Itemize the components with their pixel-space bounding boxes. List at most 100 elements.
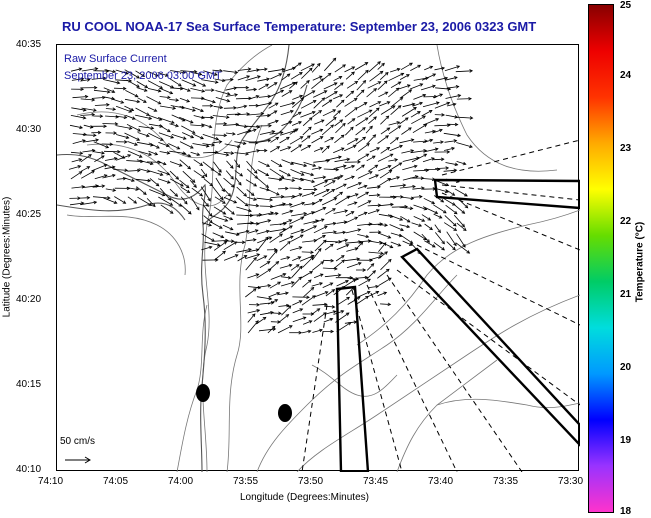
current-vector-head	[365, 153, 370, 157]
current-vector-head	[160, 137, 164, 141]
current-vector	[171, 134, 187, 140]
current-vector-head	[441, 113, 446, 117]
current-vector-head	[103, 163, 108, 168]
current-vector	[299, 255, 315, 262]
current-vector	[423, 148, 438, 153]
current-vector-head	[202, 83, 207, 87]
current-vector-head	[255, 95, 260, 99]
current-vector-head	[267, 138, 272, 143]
current-vector	[291, 276, 302, 288]
current-vector	[160, 204, 174, 214]
current-vector-head	[298, 300, 303, 304]
current-vector-head	[275, 261, 280, 265]
current-vector	[83, 139, 99, 143]
current-vector-head	[209, 103, 214, 108]
y-tick-label: 40:20	[16, 294, 42, 305]
current-vector-head	[410, 196, 415, 201]
current-vector	[313, 176, 326, 179]
current-vector-head	[224, 218, 229, 222]
current-vector	[336, 244, 349, 250]
x-tick-label: 73:55	[233, 476, 259, 487]
current-vector-head	[187, 153, 192, 158]
current-vector-head	[303, 163, 308, 168]
current-vector	[324, 57, 336, 72]
current-vector-head	[374, 164, 379, 169]
current-vector-head	[124, 168, 129, 172]
current-vector-head	[395, 137, 399, 141]
current-vector-head	[159, 172, 164, 176]
current-vector-head	[212, 99, 216, 104]
current-vector	[322, 282, 333, 288]
current-vector	[336, 221, 347, 224]
current-vector	[246, 168, 258, 179]
current-vector	[103, 150, 121, 153]
current-vector-head	[453, 227, 458, 231]
current-vector	[445, 189, 455, 196]
current-vector-head	[271, 325, 276, 330]
current-vector	[333, 191, 343, 199]
current-vector	[212, 69, 223, 72]
current-vector	[401, 127, 412, 135]
current-vector	[434, 224, 441, 233]
current-vector	[70, 68, 82, 72]
current-vector	[279, 225, 293, 234]
radial-dashed-lines	[301, 139, 580, 472]
current-vector	[455, 242, 470, 254]
current-vector-head	[192, 108, 196, 112]
surface-current-vectors	[68, 57, 474, 335]
current-vector-head	[310, 172, 315, 177]
current-vector	[105, 188, 116, 191]
current-vector	[71, 78, 84, 81]
current-vector-head	[226, 92, 231, 96]
current-vector	[357, 185, 367, 189]
current-vector-head	[298, 193, 303, 197]
current-vector-head	[464, 204, 469, 209]
current-vector	[124, 132, 140, 141]
current-vector	[355, 136, 366, 145]
current-vector-head	[446, 101, 451, 106]
current-vector	[103, 96, 115, 100]
current-vector	[258, 95, 271, 98]
current-vector-head	[201, 123, 205, 128]
current-vector-head	[287, 240, 291, 245]
current-vector-head	[86, 78, 91, 82]
current-vector	[256, 125, 272, 127]
current-vector	[388, 159, 398, 162]
current-vector	[289, 246, 302, 251]
current-vector-head	[185, 184, 190, 189]
current-vector	[422, 206, 438, 214]
current-vector-head	[363, 184, 368, 189]
current-vector-head	[363, 102, 368, 106]
current-vector-head	[323, 225, 328, 229]
current-vector	[289, 187, 302, 189]
current-vector	[456, 233, 466, 248]
current-vector-head	[469, 116, 474, 120]
current-vector-head	[422, 115, 426, 119]
current-vector-head	[366, 143, 370, 147]
current-vector-head	[244, 202, 249, 207]
x-tick-label: 74:00	[168, 476, 194, 487]
current-vector	[279, 219, 292, 226]
current-vector-head	[308, 279, 312, 283]
current-vector-head	[136, 75, 140, 79]
current-vector-head	[327, 72, 332, 77]
current-vector	[169, 87, 183, 90]
current-vector-head	[272, 327, 277, 332]
map-plot-area[interactable]	[56, 44, 580, 472]
current-vector	[280, 129, 297, 136]
current-vector	[443, 169, 457, 172]
current-vector-head	[342, 164, 347, 168]
current-vector	[292, 317, 306, 323]
current-vector	[346, 81, 358, 89]
current-vector	[444, 215, 457, 227]
current-vector	[70, 171, 83, 180]
current-vector	[245, 179, 257, 187]
current-vector-head	[275, 119, 279, 124]
current-vector	[324, 222, 336, 226]
current-vector-head	[331, 189, 336, 193]
current-vector-head	[461, 210, 466, 214]
current-vector-head	[137, 168, 141, 173]
current-vector	[213, 161, 222, 173]
current-vector-head	[288, 90, 293, 94]
current-vector	[347, 138, 358, 145]
